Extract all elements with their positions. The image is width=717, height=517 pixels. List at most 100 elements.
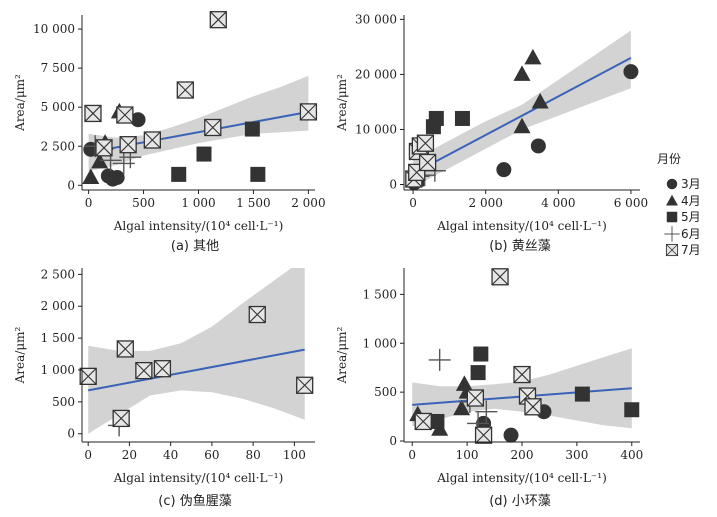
panel-c-point-boxx-6 — [296, 376, 314, 394]
panel-d-point-square-2 — [473, 346, 489, 362]
panel-d: (d) 小环藻 0 100 200 300 400 0 500 1 000 1 500 Algal… — [335, 268, 643, 509]
panel-b-x-axis-label: Algal intensity/(10⁴ cell·L⁻¹) — [436, 219, 607, 233]
panel-a-point-square-1 — [196, 146, 212, 162]
panel-b-point-triangle-1 — [513, 65, 531, 81]
panel-a-point-circle-4 — [130, 112, 146, 128]
panel-d-ytick-label: 1 500 — [363, 287, 397, 301]
panel-a-ytick-label: 0 — [67, 178, 75, 192]
panel-b-point-boxx-5 — [418, 153, 437, 172]
panel-b-point-square-2 — [428, 110, 444, 126]
panel-c-fit-line — [88, 348, 305, 392]
panel-b-confidence-band — [413, 30, 631, 188]
panel-d-xtick-label: 400 — [620, 448, 643, 462]
panel-c-point-boxx-2 — [116, 340, 134, 358]
panel-b-xtick-label: 2 000 — [469, 196, 503, 210]
panel-a-xtick-label: 0 — [85, 196, 93, 210]
panel-d-y-axis-label: Area/μm² — [335, 326, 349, 384]
panel-d-point-triangle-2 — [453, 399, 471, 416]
legend-marker-triangle — [666, 194, 678, 206]
panel-a-xtick-label: 1 500 — [236, 196, 270, 210]
panel-b-point-boxx-4 — [416, 134, 435, 152]
panel-a-xtick-label: 500 — [132, 196, 155, 210]
panel-a-xtick-label: 1 000 — [181, 196, 215, 210]
panel-b-ytick-label: 20 000 — [355, 67, 397, 81]
panel-a-ytick-label: 2 500 — [41, 139, 75, 153]
panel-a-point-boxx-8 — [299, 103, 318, 121]
panel-b-y-axis-label: Area/μm² — [335, 74, 349, 132]
panel-d-x-axis-label: Algal intensity/(10⁴ cell·L⁻¹) — [436, 471, 607, 485]
panel-a-point-plus-2 — [112, 152, 135, 175]
panel-b-point-triangle-0 — [513, 117, 531, 134]
panel-b-caption: (b) 黄丝藻 — [489, 239, 551, 254]
panel-b-plot-area — [412, 30, 632, 188]
panel-b-point-triangle-3 — [531, 92, 549, 109]
legend-title: 月份 — [657, 152, 681, 166]
panel-a-xtick-label: 2 000 — [291, 196, 325, 210]
panel-a: (a) 其他 0 500 1 000 1 500 2 000 0 2 500 5 000 7 5… — [13, 11, 326, 254]
panel-c-point-boxx-0 — [79, 367, 97, 386]
panel-b-ytick-label: 30 000 — [355, 12, 397, 26]
panel-c-ytick-label: 1 000 — [41, 363, 75, 377]
panel-b-xtick-label: 6 000 — [614, 196, 648, 210]
panel-d-point-square-1 — [470, 365, 486, 381]
panel-b-fit-line — [412, 57, 632, 175]
panel-a-point-boxx-3 — [119, 136, 137, 154]
panel-b-point-circle-2 — [530, 138, 546, 154]
panel-d-ytick-label: 0 — [389, 434, 397, 448]
panel-a-ytick-label: 5 000 — [41, 100, 75, 114]
panel-c-xtick-label: 80 — [246, 448, 261, 462]
panel-a-point-boxx-2 — [116, 106, 134, 124]
legend-label-4: 4月 — [681, 194, 701, 208]
panel-a-point-square-3 — [250, 166, 266, 182]
panel-a-ytick-label: 10 000 — [33, 22, 75, 36]
panel-a-point-square-2 — [244, 121, 260, 137]
panel-d-point-plus-3 — [475, 400, 498, 423]
panel-b-xtick-label: 4 000 — [541, 196, 575, 210]
panel-c-ytick-label: 2 000 — [41, 299, 75, 313]
panel-d-point-plus-0 — [428, 348, 451, 371]
panel-a-y-axis-label: Area/μm² — [13, 74, 27, 132]
panel-b-point-circle-1 — [496, 162, 512, 178]
panel-b-xtick-label: 0 — [409, 196, 417, 210]
panel-d-xtick-label: 300 — [565, 448, 588, 462]
legend-label-3: 3月 — [681, 177, 701, 191]
panel-a-point-boxx-1 — [95, 139, 113, 157]
legend-marker-circle — [666, 178, 678, 190]
panel-b-point-square-3 — [454, 110, 470, 126]
panel-b-point-circle-3 — [623, 64, 639, 80]
panel-c-ytick-label: 1 500 — [41, 331, 75, 345]
legend-label-5: 5月 — [681, 210, 701, 224]
panel-d-point-square-0 — [429, 413, 445, 429]
panel-d-point-boxx-1 — [466, 389, 484, 407]
panel-d-caption: (d) 小环藻 — [489, 494, 551, 509]
panel-b-ytick-label: 0 — [389, 177, 397, 191]
panel-a-ytick-label: 7 500 — [41, 61, 75, 75]
panel-a-point-square-0 — [171, 166, 187, 182]
panel-a-point-triangle-0 — [82, 168, 100, 184]
panel-c-point-boxx-4 — [153, 360, 172, 378]
legend-label-7: 7月 — [681, 243, 701, 257]
panel-c-caption: (c) 伪鱼腥藻 — [158, 493, 231, 509]
panel-a-point-boxx-5 — [176, 81, 194, 99]
panel-a-point-boxx-7 — [209, 11, 227, 29]
panel-c-point-boxx-1 — [112, 409, 130, 428]
legend-marker-boxx — [665, 243, 679, 257]
legend-label-6: 6月 — [681, 227, 701, 241]
panel-d-point-square-3 — [574, 386, 590, 402]
panel-c-point-boxx-5 — [248, 305, 266, 324]
panel-c-point-boxx-3 — [135, 361, 153, 380]
panel-a-confidence-band — [88, 75, 309, 172]
panel-d-ytick-label: 1 000 — [363, 336, 397, 350]
panel-b-ytick-label: 10 000 — [355, 122, 397, 136]
panel-d-point-boxx-4 — [513, 365, 531, 384]
panel-c-ytick-label: 2 500 — [41, 267, 75, 281]
panel-b: (b) 黄丝藻 0 2 000 4 000 6 000 0 10 000 20 000 30 … — [335, 12, 648, 254]
panel-a-point-boxx-0 — [84, 104, 102, 123]
legend-marker-square — [666, 211, 678, 223]
panel-d-point-circle-1 — [503, 427, 519, 443]
panel-c-ytick-label: 0 — [67, 427, 75, 441]
panel-d-xtick-label: 0 — [408, 448, 416, 462]
panel-c-xtick-label: 100 — [283, 448, 306, 462]
panel-b-point-triangle-2 — [524, 48, 542, 65]
panel-d-point-boxx-3 — [491, 268, 509, 286]
